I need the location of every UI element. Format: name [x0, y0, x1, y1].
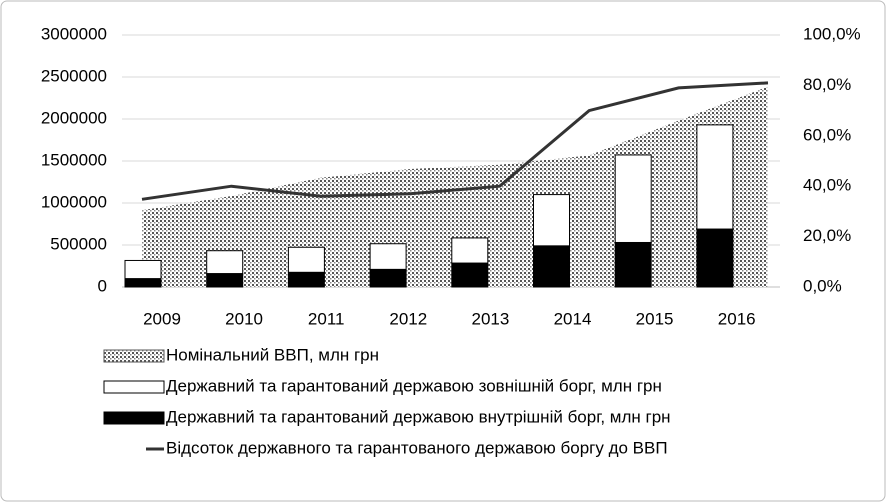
legend-swatch	[103, 411, 165, 425]
y2-tick-label: 0,0%	[803, 276, 842, 295]
bar	[451, 237, 489, 264]
bar	[614, 241, 652, 288]
legend-label: Відсоток державного та гарантованого дер…	[166, 438, 668, 457]
bar	[696, 228, 734, 288]
line	[141, 81, 769, 201]
bar	[696, 124, 734, 230]
y2-tick-label: 60,0%	[803, 125, 851, 144]
bar	[451, 262, 489, 288]
legend-label: Номінальний ВВП, млн грн	[166, 345, 379, 364]
bar	[369, 243, 407, 270]
y-tick-label: 1500000	[41, 150, 107, 169]
y2-tick-label: 80,0%	[803, 75, 851, 94]
bar	[533, 245, 570, 288]
bar	[287, 246, 325, 273]
area	[142, 86, 768, 287]
y2-tick-label: 40,0%	[803, 176, 851, 195]
x-tick-label: 2011	[308, 309, 345, 328]
bar	[614, 154, 652, 243]
x-tick-label: 2015	[636, 309, 674, 328]
y2-tick-label: 100,0%	[803, 24, 861, 43]
bar	[369, 268, 407, 288]
x-tick-label: 2009	[143, 309, 181, 328]
y2-tick-label: 20,0%	[803, 226, 851, 245]
x-tick-label: 2016	[718, 309, 756, 328]
y-tick-label: 1000000	[41, 192, 107, 211]
legend-swatch	[103, 349, 165, 363]
legend-label: Державний та гарантований державою зовні…	[166, 376, 662, 395]
y-tick-label: 0	[98, 276, 107, 295]
bar	[124, 278, 162, 288]
x-tick-label: 2013	[471, 309, 509, 328]
x-tick-label: 2010	[225, 309, 263, 328]
bar	[287, 271, 325, 288]
y-tick-label: 2500000	[41, 66, 107, 85]
y-tick-label: 2000000	[41, 108, 107, 127]
bar	[124, 259, 162, 280]
bar	[206, 273, 244, 288]
y-tick-label: 500000	[50, 234, 107, 253]
legend-swatch	[103, 380, 165, 394]
y-tick-label: 3000000	[41, 24, 107, 43]
x-tick-label: 2014	[554, 309, 592, 328]
legend-label: Державний та гарантований державою внутр…	[166, 407, 671, 426]
x-tick-label: 2012	[389, 309, 427, 328]
bar	[533, 194, 570, 247]
bar	[206, 250, 244, 275]
